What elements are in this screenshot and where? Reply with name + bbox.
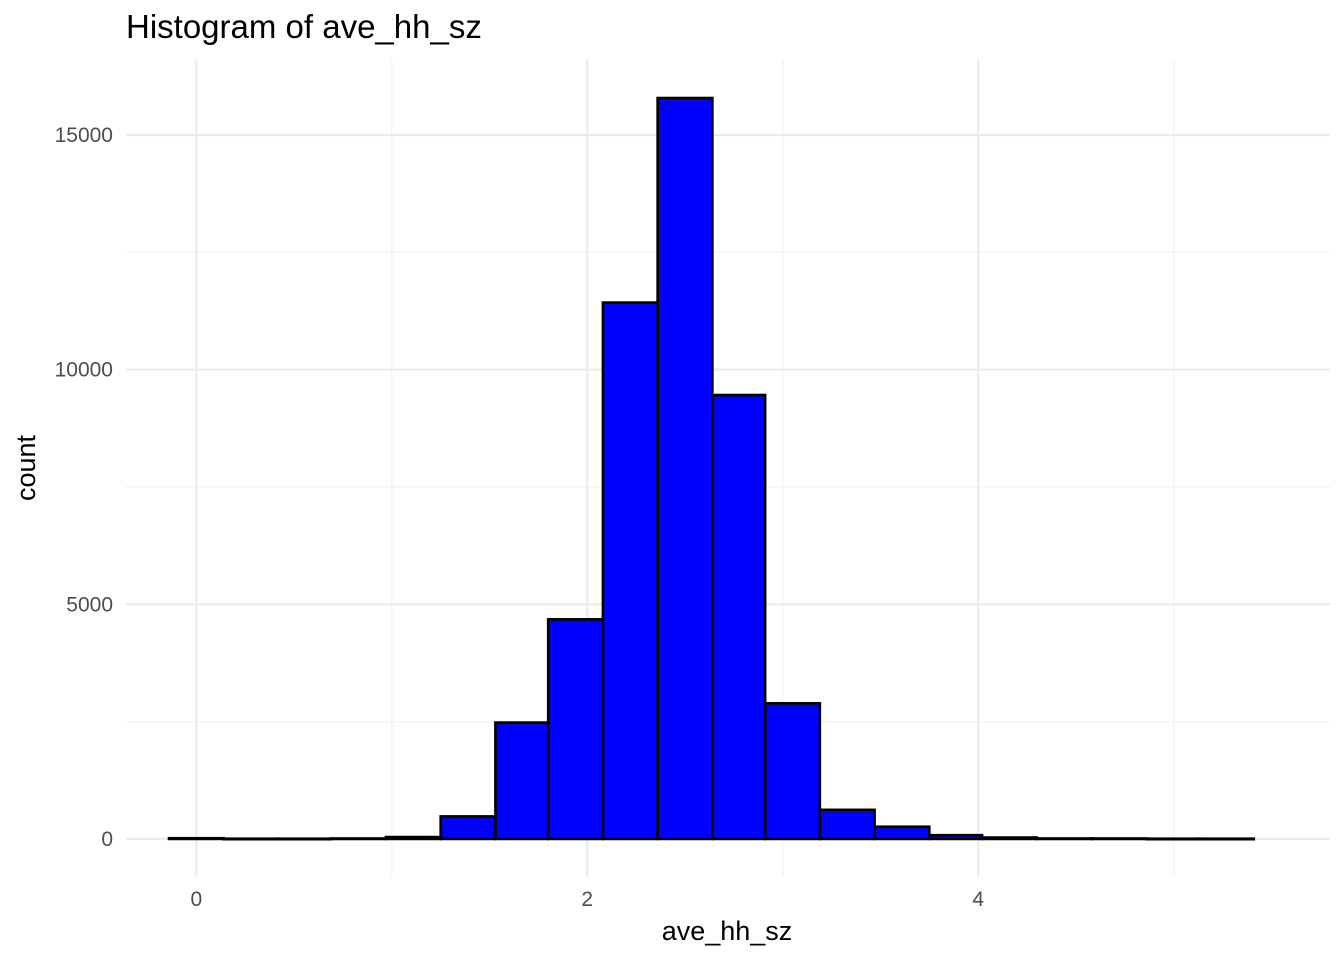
histogram-bar xyxy=(1090,837,1148,841)
chart-title: Histogram of ave_hh_sz xyxy=(126,8,482,45)
histogram-bar xyxy=(384,835,442,841)
histogram-bar xyxy=(439,815,497,841)
histogram-bar xyxy=(763,702,822,841)
histogram-bar xyxy=(1144,837,1201,841)
histogram-bar xyxy=(329,837,388,841)
histogram-bar xyxy=(494,721,550,841)
x-tick-label: 2 xyxy=(581,888,593,911)
histogram-bar xyxy=(656,96,714,841)
x-tick-label: 4 xyxy=(972,888,984,911)
y-tick-label: 5000 xyxy=(66,593,113,616)
histogram-bar xyxy=(601,301,659,841)
tick-label-layer: 0 2 4 0 5000 10000 15000 xyxy=(55,124,985,911)
histogram-bar xyxy=(980,836,1039,841)
histogram-bar xyxy=(928,833,984,841)
histogram-bar xyxy=(1197,837,1256,841)
histogram-bar xyxy=(222,837,280,841)
y-axis-title: count xyxy=(11,434,41,501)
x-axis-title: ave_hh_sz xyxy=(662,916,793,946)
histogram-bar xyxy=(1035,837,1093,841)
bar-layer xyxy=(167,96,1256,841)
y-tick-label: 10000 xyxy=(55,359,113,382)
x-tick-label: 0 xyxy=(191,888,203,911)
y-tick-label: 15000 xyxy=(55,124,113,147)
histogram-bar xyxy=(711,393,767,841)
y-tick-label: 0 xyxy=(101,828,113,851)
histogram-bar xyxy=(277,837,333,841)
histogram-bar xyxy=(546,618,605,841)
histogram-bar xyxy=(167,836,226,841)
histogram-bar xyxy=(873,825,931,841)
histogram-bar xyxy=(818,808,876,841)
